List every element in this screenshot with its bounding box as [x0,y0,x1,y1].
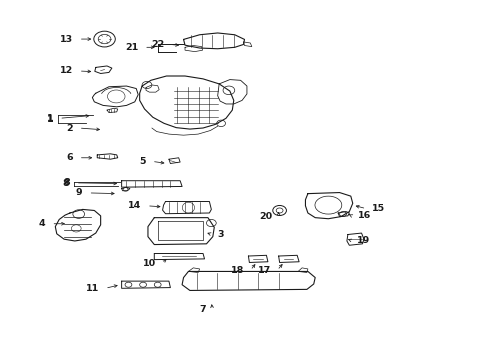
Text: 12: 12 [60,67,73,76]
Text: 5: 5 [139,157,146,166]
Text: 20: 20 [259,212,272,221]
Text: 19: 19 [356,236,369,245]
Text: 1: 1 [47,114,53,123]
Text: 11: 11 [86,284,99,293]
Text: 15: 15 [371,204,385,213]
Text: 18: 18 [231,266,244,275]
Text: 3: 3 [217,230,224,239]
Text: 13: 13 [60,35,73,44]
Text: 1: 1 [47,114,53,123]
Text: 21: 21 [125,43,138,52]
Text: 22: 22 [150,40,163,49]
Text: 7: 7 [200,305,206,314]
Text: 8: 8 [63,178,70,187]
Text: 4: 4 [39,219,45,228]
Text: 17: 17 [258,266,271,275]
Text: 6: 6 [66,153,73,162]
Text: 8: 8 [62,179,69,188]
Text: 14: 14 [128,201,141,210]
Text: 2: 2 [66,123,73,132]
Text: 9: 9 [76,188,82,197]
Text: 16: 16 [357,211,370,220]
Text: 10: 10 [142,259,156,268]
